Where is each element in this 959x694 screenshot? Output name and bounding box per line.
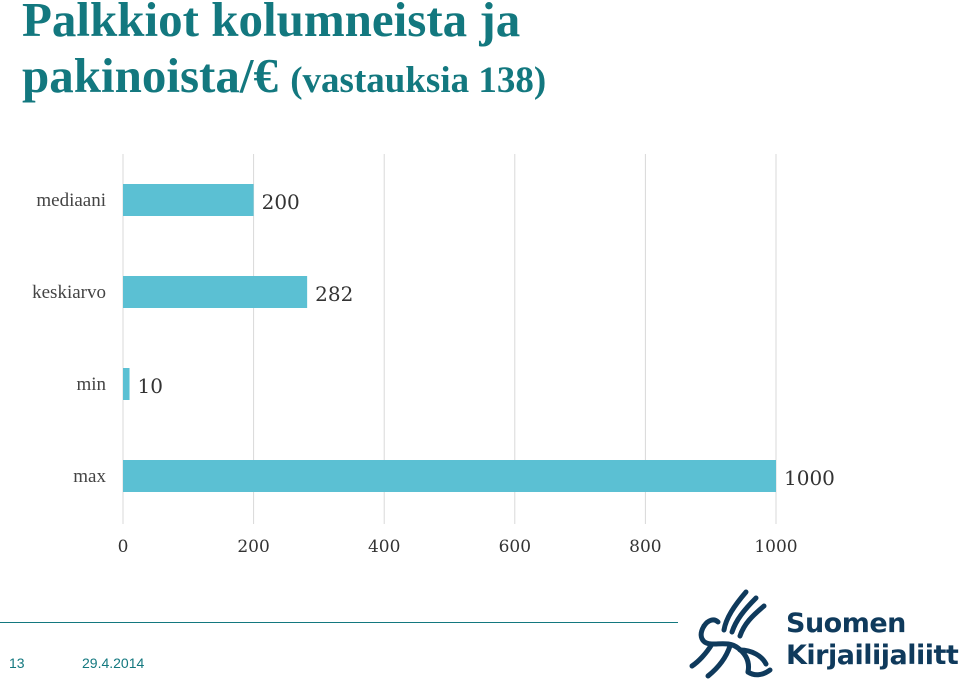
x-tick-label: 200 [237, 537, 269, 557]
category-label: mediaani [36, 190, 106, 211]
data-label: 1000 [784, 466, 835, 490]
x-tick-label: 600 [499, 537, 531, 557]
title-line-2: pakinoista/€ [22, 48, 291, 103]
data-label: 282 [315, 282, 353, 306]
page-title: Palkkiot kolumneista ja pakinoista/€ (va… [22, 0, 546, 109]
category-label: keskiarvo [32, 282, 106, 303]
data-label: 200 [262, 190, 300, 214]
x-tick-label: 0 [118, 537, 129, 557]
category-label: min [76, 374, 106, 395]
logo-line-1: Suomen [786, 608, 906, 639]
bar-min [123, 368, 130, 400]
x-tick-label: 1000 [754, 537, 797, 557]
kirjailijaliitto-logo: Suomen Kirjailijaliitto [686, 584, 959, 690]
footer-divider [0, 622, 678, 623]
footer-date: 29.4.2014 [82, 655, 145, 671]
bar-chart: 0 200 400 600 800 1000 mediaani 200 keskiarvo 282… [32, 154, 835, 557]
x-tick-label: 800 [629, 537, 661, 557]
pegasus-icon [689, 589, 773, 679]
logo-line-2: Kirjailijaliitto [786, 640, 959, 671]
title-line-1: Palkkiot kolumneista ja [22, 0, 521, 47]
data-label: 10 [138, 374, 163, 398]
title-subtitle: (vastauksia 138) [290, 60, 547, 101]
bar-mediaani [123, 184, 254, 216]
bar-keskiarvo [123, 276, 308, 308]
page-number: 13 [9, 655, 25, 671]
logo-text: Suomen Kirjailijaliitto [786, 608, 959, 672]
category-label: max [73, 466, 106, 487]
x-tick-label: 400 [368, 537, 400, 557]
bar-max [123, 460, 776, 492]
